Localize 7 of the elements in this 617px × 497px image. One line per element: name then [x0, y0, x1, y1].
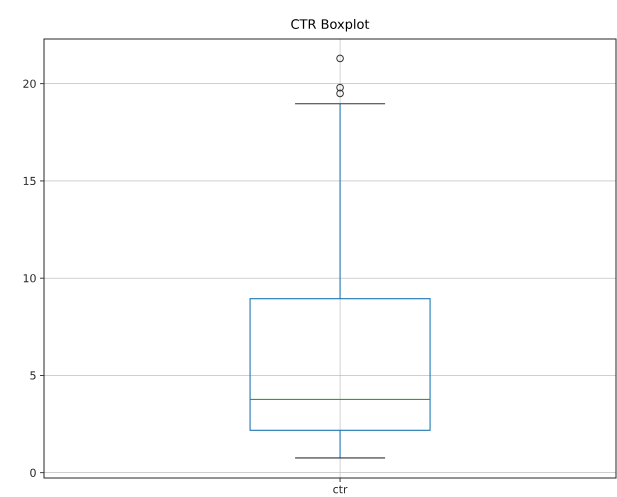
y-tick-label: 0	[30, 468, 36, 477]
x-tick-label: ctr	[333, 486, 348, 494]
y-tick-label: 15	[24, 176, 36, 186]
chart-title: CTR Boxplot	[291, 18, 370, 32]
y-tick-label: 20	[23, 80, 36, 88]
y-tick-label: 10	[24, 274, 36, 282]
y-tick-label: 5	[30, 371, 36, 380]
